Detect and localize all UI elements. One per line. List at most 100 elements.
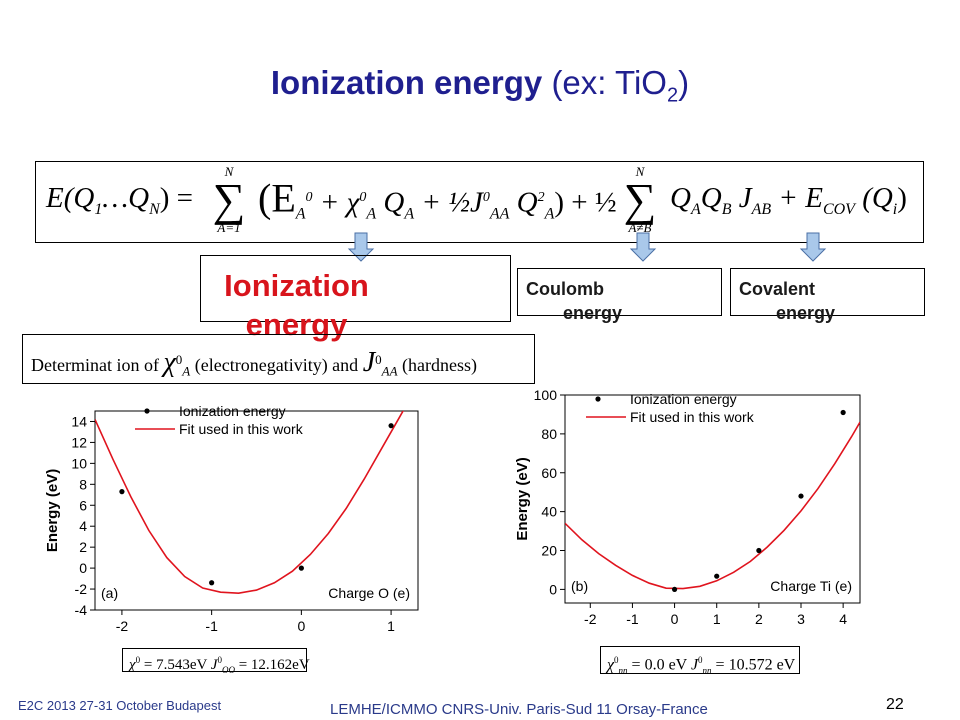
parameters-box-b: χ0nn = 0.0 eV J0nn = 10.572 eV (600, 646, 800, 676)
title-close: ) (678, 64, 690, 101)
eq-chi: + χ (312, 186, 360, 219)
title-bold: Ionization energy (270, 64, 543, 101)
eq2-sub1: A (690, 200, 701, 218)
determination-chi-sup: 0 (175, 352, 183, 367)
fit-line (95, 411, 404, 595)
determination-J: J (362, 347, 376, 378)
y-tick-label: 100 (534, 387, 558, 403)
y-tick-label: 12 (71, 434, 87, 450)
y-tick-label: 14 (71, 413, 87, 429)
eq-sub1: 1 (94, 200, 103, 218)
parameters-a-text: χ0 = 7.543eV J0OO = 12.162eV (129, 650, 310, 680)
eq-E-sup: 0 (305, 190, 313, 205)
determination-box: Determinat ion of χ0A (electronegativity… (22, 334, 535, 384)
equation-term-2: QAQB JAB + ECOV (Qi) (670, 178, 907, 230)
eq-Q2-sup: 2 (537, 190, 545, 205)
ionization-energy-label: Ionization energy (224, 268, 369, 342)
y-tick-label: 40 (541, 504, 557, 520)
eq2-E-sub: COV (822, 200, 855, 218)
y-tick-label: -2 (75, 581, 88, 597)
eq2-J-sub: AB (751, 200, 772, 218)
x-tick-label: -2 (116, 618, 129, 634)
x-tick-label: 3 (797, 611, 805, 627)
coulomb-energy-callout: Coulomb energy (517, 268, 722, 323)
eq-half-J: + ½J (414, 186, 483, 219)
data-point (714, 573, 720, 579)
param-b-chi-sub: nn (618, 665, 628, 676)
eq2-i-sub: i (892, 200, 898, 218)
y-tick-label: -4 (75, 602, 88, 618)
determination-J-sup: 0 (375, 352, 382, 367)
covalent-line-1: Covalent (739, 279, 816, 299)
eq-Q2-sub: A (544, 205, 555, 223)
y-axis-label: Energy (eV) (514, 457, 531, 540)
chart-oxygen: -4 -2 0 2 4 6 8 10 12 14 -2 -1 0 1 Energy (eV) Charge O… (44, 403, 419, 634)
data-point (119, 489, 125, 495)
y-tick-label: 10 (71, 455, 87, 471)
eq-lhs-close: ) = (159, 182, 193, 214)
param-a-J-sup: 0 (217, 655, 222, 665)
eq-E-sub: A (295, 205, 306, 223)
determination-text: Determinat ion of χ0A (electronegativity… (31, 347, 477, 385)
param-a-chi-sup: 0 (135, 655, 141, 665)
sum2-top: N (635, 164, 645, 179)
parameters-box-a: χ0 = 7.543eV J0OO = 12.162eV (122, 648, 310, 675)
equation: E(Q1…QN) = (46, 178, 193, 230)
title-subscript: 2 (666, 84, 679, 107)
arrow-down-icon (629, 232, 657, 262)
eq-lhs: E(Q (46, 182, 95, 214)
x-tick-label: 4 (839, 611, 847, 627)
coulomb-line-2: energy (563, 303, 623, 323)
eq-J-sub: AA (489, 205, 510, 223)
panel-label: (a) (101, 585, 118, 601)
eq2-Qi: (Q (854, 182, 893, 214)
y-tick-label: 2 (79, 539, 87, 555)
x-axis-label: Charge Ti (e) (770, 578, 852, 594)
data-point (798, 493, 804, 499)
legend-entry: Ionization energy (630, 391, 737, 407)
eq2-J: J (731, 182, 752, 214)
y-tick-label: 8 (79, 476, 87, 492)
param-b-J-sub: nn (702, 665, 712, 676)
arrow-down-icon (799, 232, 827, 262)
slide-title: Ionization energy (ex: TiO2) (0, 64, 960, 108)
eq-term-close: ) + ½ (554, 186, 617, 219)
param-a-J-value: = 12.162eV (238, 657, 310, 673)
param-b-J: J (690, 656, 699, 674)
determination-text2: (electronegativity) and (194, 355, 359, 375)
eq-lhs-mid: …Q (102, 182, 150, 214)
covalent-energy-callout: Covalent energy (730, 268, 925, 323)
y-tick-label: 20 (541, 543, 557, 559)
param-b-chi-sup: 0 (614, 655, 619, 665)
coulomb-energy-label: Coulomb energy (526, 277, 622, 325)
param-b-J-value: = 10.572 eV (715, 656, 796, 674)
chart-titanium: 0 20 40 60 80 100 -2 -1 0 1 2 3 4 Energy (eV) Charge T… (514, 387, 861, 627)
covalent-energy-label: Covalent energy (739, 277, 835, 325)
param-a-J: J (210, 657, 218, 673)
x-tick-label: 1 (713, 611, 721, 627)
legend-point-icon (144, 408, 150, 414)
y-tick-label: 0 (549, 581, 557, 597)
sum1-top: N (224, 164, 234, 179)
x-tick-label: 2 (755, 611, 763, 627)
eq-chi-sub: A (366, 205, 377, 223)
y-tick-label: 4 (79, 518, 87, 534)
determination-chi: χ (163, 347, 176, 378)
data-point (840, 409, 846, 416)
coulomb-line-1: Coulomb (526, 279, 604, 299)
page-number: 22 (886, 696, 904, 713)
legend-entry: Fit used in this work (630, 409, 755, 425)
param-a-chi: χ (129, 657, 136, 673)
eq-Q2: Q (509, 186, 538, 219)
data-point (388, 423, 394, 429)
eq-Q-sub: A (404, 205, 415, 223)
sum-symbol-2: N ∑ A≠B (612, 164, 668, 236)
legend-entry: Ionization energy (179, 403, 286, 419)
data-point (671, 586, 678, 592)
parameters-b-text: χ0nn = 0.0 eV J0nn = 10.572 eV (607, 649, 795, 682)
data-point (756, 547, 762, 554)
energy-equation-box: E(Q1…QN) = N ∑ A=1 (EA0 + χ0A QA + ½J0AA… (35, 161, 924, 243)
eq-term-open: (E (258, 175, 296, 221)
plot-frame (94, 410, 419, 611)
eq2-Q2: Q (700, 182, 722, 214)
